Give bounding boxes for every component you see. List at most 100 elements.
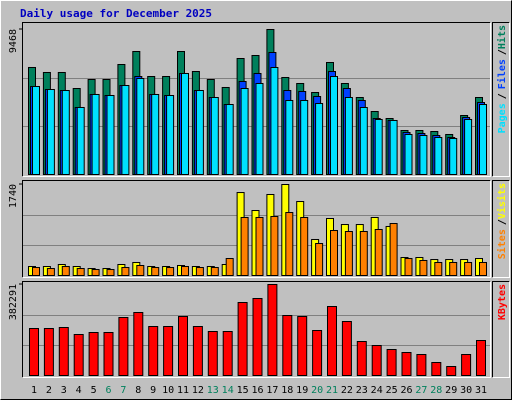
bar [434,137,443,175]
bar [46,89,55,175]
x-tick-label: 13 [207,385,219,396]
bar [252,298,263,376]
bar [449,138,458,175]
x-tick-label: 29 [445,385,457,396]
x-tick-label: 2 [46,385,52,396]
x-tick-label: 23 [356,385,368,396]
bar [61,266,70,276]
bar [464,118,473,175]
bar [225,258,234,276]
x-tick-label: 25 [386,385,398,396]
x-tick-label: 20 [311,385,323,396]
bar [103,332,114,377]
bar [416,354,427,376]
bar [401,352,412,377]
bar [151,93,160,175]
legend-separator: / [497,49,508,55]
chart-title: Daily usage for December 2025 [20,7,212,20]
bar [163,326,174,377]
x-tick-label: 30 [460,385,472,396]
bar [327,306,337,376]
legend-entry: Visits [496,183,508,219]
bar [315,103,324,175]
plot-frame [22,180,491,278]
bar [195,90,204,175]
bar [166,267,175,277]
x-tick-label: 4 [76,385,82,396]
x-tick-label: 28 [430,385,442,396]
bar [344,97,353,175]
x-tick-label: 18 [281,385,293,396]
plot-frame [22,281,491,378]
bar [404,133,413,175]
side-frame [492,281,510,378]
side-frame [492,180,510,278]
bar [88,332,99,377]
bar [479,104,487,175]
bar [312,330,323,376]
bar [344,231,353,276]
legend: KBytes [497,284,508,320]
bar [151,267,160,277]
bar [121,85,130,175]
bar [431,362,442,376]
bar [285,99,294,175]
bar [300,99,309,175]
bar [148,326,159,377]
bar [446,366,457,377]
bar [76,268,85,276]
x-tick-label: 7 [120,385,126,396]
bar [419,134,428,175]
bar [61,90,70,175]
bar [91,269,100,277]
x-tick-label: 24 [371,385,383,396]
bar [178,316,188,376]
bar [255,83,264,175]
bar [374,118,383,175]
x-tick-label: 27 [415,385,427,396]
plot-frame [22,22,491,177]
bar [133,312,144,376]
x-tick-label: 17 [266,385,278,396]
y-tick-label: 382291 [8,284,19,320]
bar [207,331,218,377]
side-frame [492,22,510,177]
bar [359,106,368,175]
bar [374,228,383,277]
x-tick-label: 21 [326,385,338,396]
bar [29,328,39,377]
bar [270,66,279,175]
x-tick-label: 22 [341,385,353,396]
bar [106,269,115,277]
legend: Sites /Visits [496,183,508,259]
bar [389,119,398,176]
x-tick-label: 12 [192,385,204,396]
legend-entry: Pages [497,103,508,133]
bar [192,326,203,377]
x-tick-label: 1 [31,385,37,396]
bar [73,334,84,377]
x-tick-label: 6 [105,385,111,396]
legend-separator: / [497,219,508,225]
bar [136,265,145,276]
bar [419,259,428,276]
bar [359,231,368,276]
bar [464,261,473,276]
bar [121,267,130,277]
bar [106,94,115,175]
bar [136,78,145,175]
x-tick-label: 5 [91,385,97,396]
y-tick-label: 1740 [8,184,19,208]
x-tick-label: 26 [400,385,412,396]
bar [330,230,338,276]
legend-separator: / [497,93,508,99]
bar [389,223,398,276]
bar [300,216,309,276]
bar [240,87,249,175]
bar [32,85,40,175]
bar [166,94,175,175]
bar [449,261,458,276]
x-tick-label: 9 [150,385,156,396]
bar [356,341,367,376]
